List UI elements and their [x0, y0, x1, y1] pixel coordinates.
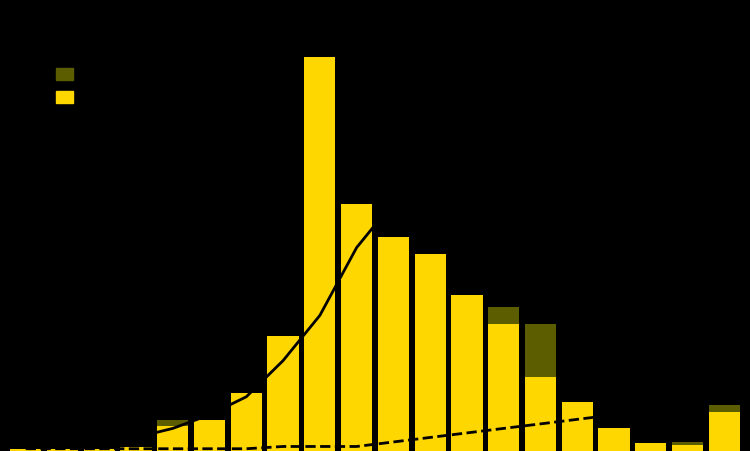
Bar: [10, 449, 41, 451]
Bar: [562, 402, 592, 451]
Bar: [525, 324, 556, 377]
Bar: [598, 428, 629, 451]
Bar: [121, 447, 152, 451]
Bar: [378, 238, 409, 451]
Bar: [194, 420, 225, 451]
Bar: [525, 377, 556, 451]
Bar: [231, 394, 262, 451]
Bar: [672, 445, 703, 451]
Bar: [488, 308, 519, 324]
FancyBboxPatch shape: [56, 69, 73, 81]
Bar: [415, 254, 446, 451]
Bar: [158, 420, 188, 426]
Bar: [268, 336, 298, 451]
Bar: [341, 205, 372, 451]
Bar: [452, 295, 482, 451]
Bar: [709, 412, 740, 451]
Bar: [672, 442, 703, 445]
Bar: [635, 443, 666, 451]
Bar: [158, 426, 188, 451]
Bar: [304, 57, 335, 451]
Bar: [46, 449, 78, 451]
Bar: [84, 449, 115, 451]
Bar: [709, 405, 740, 412]
FancyBboxPatch shape: [56, 92, 73, 104]
Bar: [488, 324, 519, 451]
